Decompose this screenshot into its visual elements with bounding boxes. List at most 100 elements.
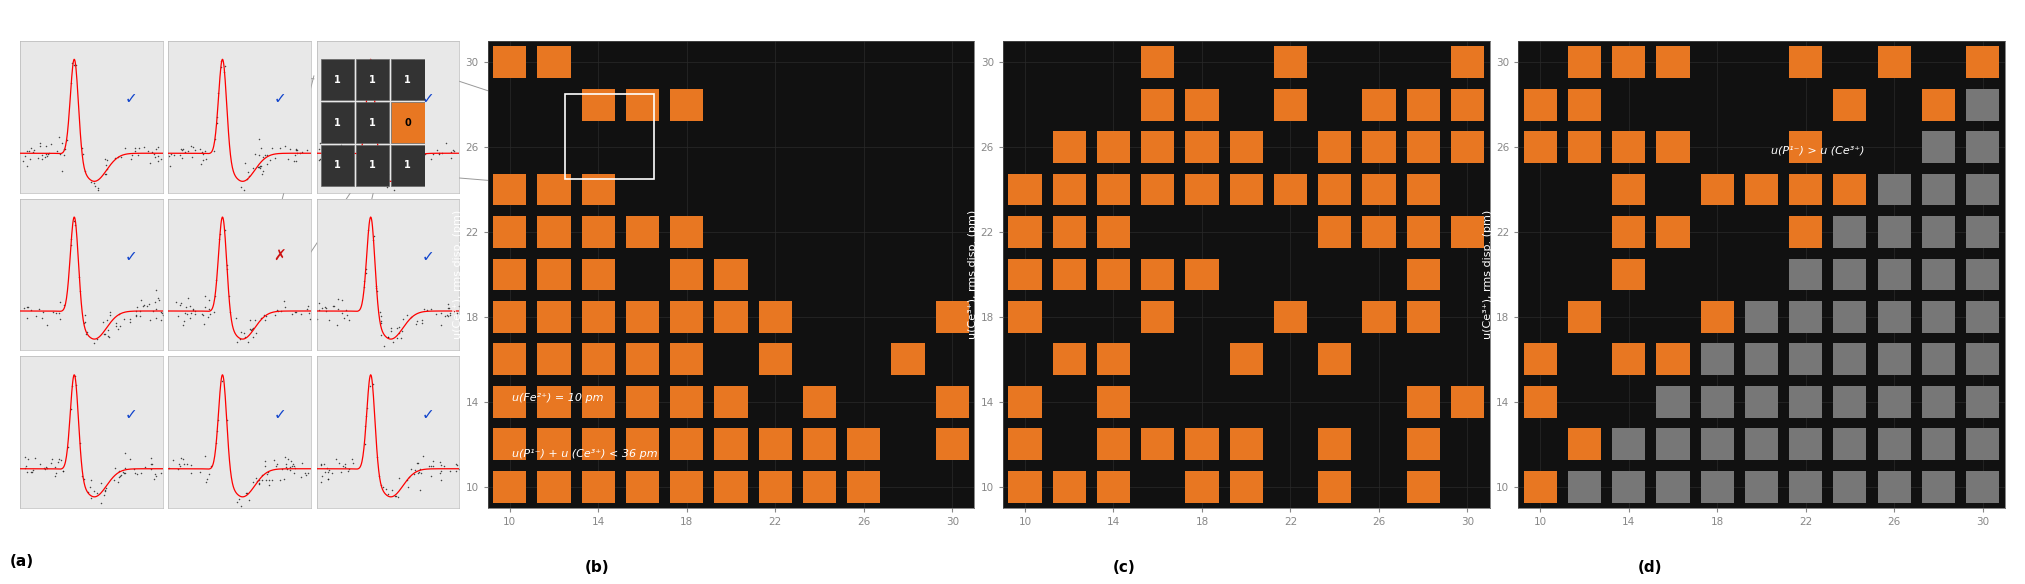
Bar — [1612, 131, 1644, 163]
Point — [348, 282, 381, 291]
Point — [30, 151, 63, 161]
Point — [286, 458, 318, 468]
Point — [20, 311, 53, 321]
Point — [198, 308, 231, 317]
Bar — [1407, 131, 1440, 163]
Point — [87, 329, 119, 338]
Bar — [1229, 131, 1264, 163]
Point — [231, 167, 263, 176]
Point — [43, 308, 75, 318]
Point — [259, 154, 292, 163]
Point — [377, 510, 409, 520]
Point — [188, 302, 221, 311]
Point — [393, 162, 425, 172]
Point — [73, 487, 105, 496]
Point — [144, 315, 176, 325]
Title: 7142.3 eV: 7142.3 eV — [1729, 27, 1794, 40]
Point — [433, 308, 466, 318]
Point — [393, 472, 425, 482]
Bar — [1746, 173, 1778, 206]
Bar — [1922, 343, 1954, 376]
Bar — [356, 59, 389, 100]
Point — [425, 148, 458, 158]
Bar — [1612, 259, 1644, 290]
Point — [55, 79, 87, 88]
Bar — [1274, 46, 1306, 78]
Point — [170, 459, 203, 468]
Bar — [1966, 386, 1999, 418]
X-axis label: u(P¹⁻), rms disp. (pm): u(P¹⁻), rms disp. (pm) — [670, 531, 792, 541]
Point — [231, 488, 263, 497]
Point — [271, 454, 304, 464]
Point — [350, 74, 383, 83]
Point — [425, 320, 458, 329]
Point — [263, 475, 296, 484]
Point — [338, 458, 371, 467]
Point — [45, 315, 77, 324]
Point — [437, 307, 470, 316]
Bar — [320, 145, 354, 186]
Point — [239, 150, 271, 159]
Point — [202, 234, 235, 244]
Point — [71, 329, 103, 339]
Point — [253, 480, 286, 489]
Point — [312, 315, 344, 325]
Point — [387, 157, 419, 166]
Point — [168, 308, 200, 318]
Point — [354, 55, 387, 65]
Point — [71, 328, 103, 337]
Point — [310, 467, 342, 477]
Point — [340, 153, 373, 162]
Point — [233, 171, 265, 180]
Point — [166, 153, 198, 162]
Point — [328, 463, 360, 472]
Bar — [494, 216, 526, 248]
Point — [69, 310, 101, 319]
Bar — [1877, 216, 1912, 248]
Point — [385, 326, 417, 336]
Bar — [759, 343, 792, 376]
Point — [322, 144, 354, 153]
Bar — [1922, 386, 1954, 418]
Point — [356, 60, 389, 69]
Point — [369, 180, 401, 190]
Bar — [804, 386, 836, 418]
Bar — [670, 471, 703, 503]
Point — [243, 151, 275, 160]
Point — [81, 185, 113, 194]
Bar — [1318, 343, 1351, 376]
Bar — [1788, 386, 1822, 418]
Point — [308, 147, 340, 156]
Text: 1: 1 — [369, 117, 377, 128]
Bar — [1274, 173, 1306, 206]
Point — [391, 159, 423, 169]
Bar — [565, 94, 654, 179]
Point — [320, 321, 352, 330]
Point — [407, 305, 439, 314]
Point — [209, 226, 241, 235]
Point — [43, 133, 75, 142]
Point — [393, 157, 425, 166]
Point — [367, 483, 399, 492]
Point — [233, 496, 265, 505]
Point — [75, 493, 107, 502]
Point — [144, 296, 176, 305]
Bar — [1833, 173, 1867, 206]
Bar — [1229, 429, 1264, 460]
Bar — [1833, 216, 1867, 248]
Bar — [581, 429, 616, 460]
Bar — [1274, 301, 1306, 333]
Point — [318, 301, 350, 311]
Bar — [1833, 386, 1867, 418]
Point — [47, 466, 79, 475]
Point — [354, 381, 387, 390]
Point — [431, 303, 464, 312]
Point — [107, 314, 140, 324]
Point — [379, 492, 411, 501]
Point — [431, 299, 464, 308]
Point — [237, 164, 269, 173]
Point — [128, 462, 160, 471]
Point — [364, 480, 397, 489]
Point — [371, 182, 403, 191]
Bar — [494, 173, 526, 206]
